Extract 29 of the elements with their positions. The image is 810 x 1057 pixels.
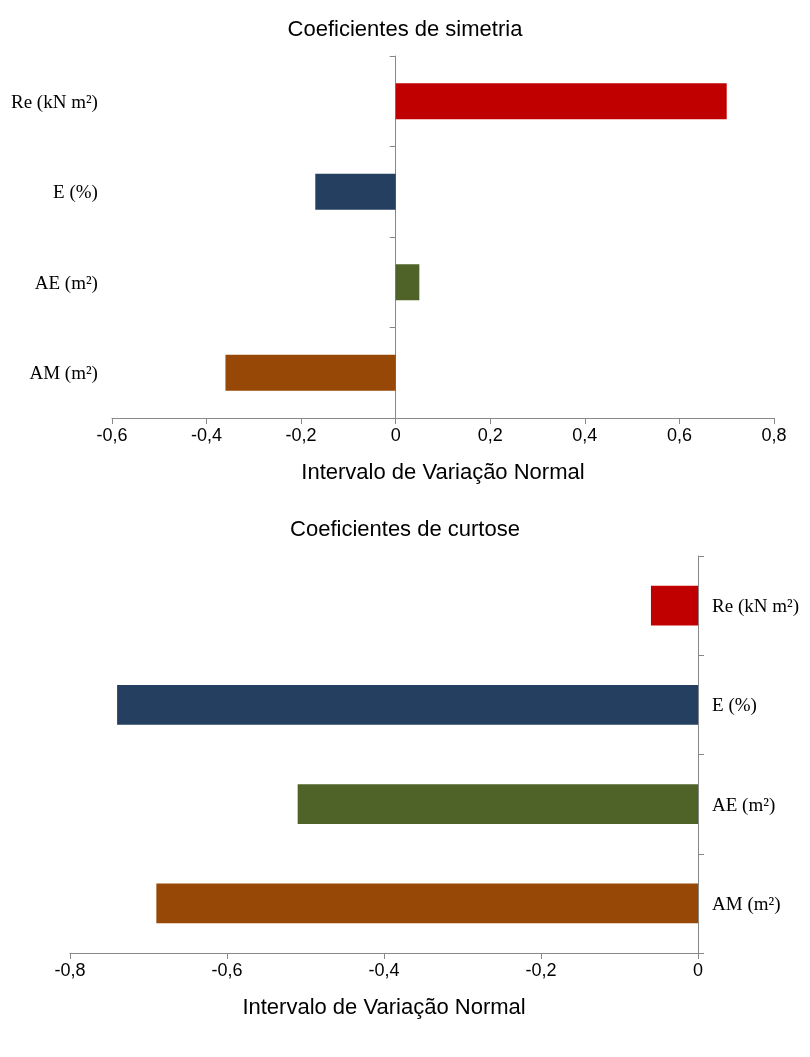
y-tick-label: E (%): [712, 694, 757, 717]
y-tick-label: Re (kN m²): [10, 90, 98, 113]
x-tick-label: -0,4: [191, 425, 223, 445]
y-tick-label: AM (m²): [29, 362, 98, 385]
chart-title: Coeficientes de simetria: [287, 15, 524, 41]
x-tick-label: 0,8: [761, 425, 787, 445]
x-tick-label: -0,4: [368, 960, 400, 980]
chart-title: Coeficientes de curtose: [290, 515, 520, 541]
x-tick-label: -0,2: [525, 960, 557, 980]
x-tick-label: -0,2: [285, 425, 317, 445]
x-axis-title: Intervalo de Variação Normal: [301, 458, 585, 484]
x-tick-label: -0,6: [96, 425, 128, 445]
bar: [395, 264, 420, 301]
x-tick-label: 0: [390, 425, 401, 445]
y-tick-label: AM (m²): [712, 892, 781, 915]
y-tick-label: AE (m²): [712, 793, 776, 816]
x-tick-label: 0,6: [666, 425, 692, 445]
x-tick-label: 0,2: [477, 425, 503, 445]
x-axis-title: Intervalo de Variação Normal: [242, 993, 526, 1019]
bar: [225, 354, 396, 391]
x-tick-label: -0,6: [211, 960, 243, 980]
x-tick-label: 0: [693, 960, 704, 980]
bar: [395, 83, 727, 120]
x-tick-label: -0,8: [54, 960, 86, 980]
y-tick-label: E (%): [53, 181, 98, 204]
x-tick-label: 0,4: [572, 425, 598, 445]
y-tick-label: AE (m²): [34, 271, 98, 294]
y-tick-label: Re (kN m²): [712, 595, 800, 618]
bar: [315, 173, 396, 210]
